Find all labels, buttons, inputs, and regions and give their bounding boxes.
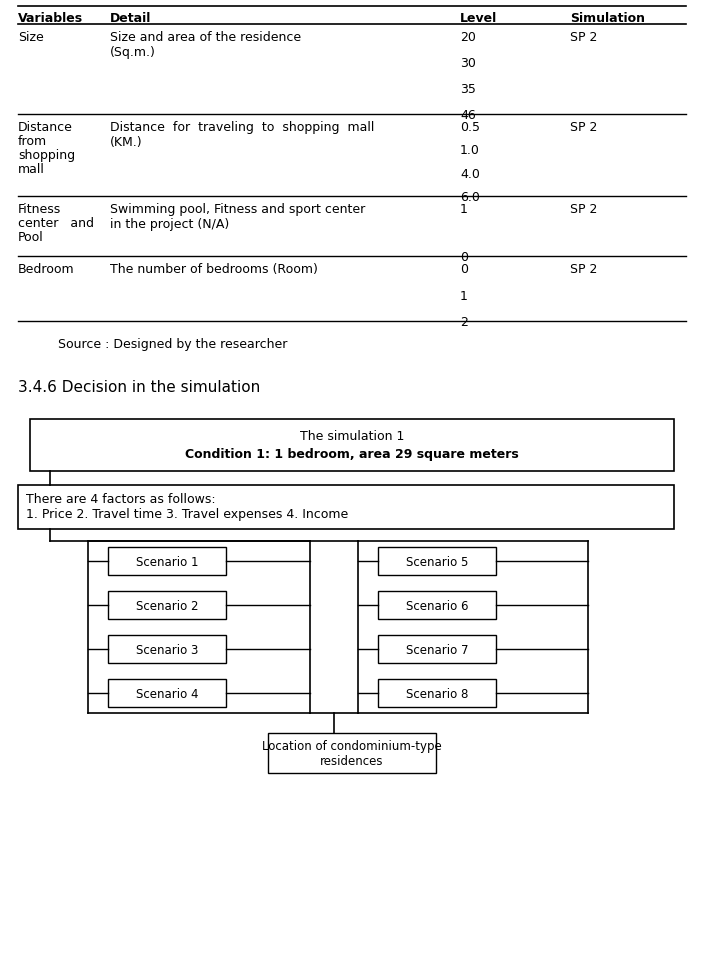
Text: (KM.): (KM.) — [110, 136, 143, 149]
Text: The number of bedrooms (Room): The number of bedrooms (Room) — [110, 262, 318, 276]
Text: 46: 46 — [460, 109, 476, 122]
Text: mall: mall — [18, 162, 45, 176]
Text: Scenario 6: Scenario 6 — [406, 599, 468, 612]
Text: Bedroom: Bedroom — [18, 262, 75, 276]
Text: SP 2: SP 2 — [570, 203, 598, 216]
Text: Size: Size — [18, 31, 44, 44]
Text: 30: 30 — [460, 57, 476, 70]
Text: 0: 0 — [460, 251, 468, 263]
Text: Level: Level — [460, 12, 497, 25]
Text: 1: 1 — [460, 289, 468, 302]
FancyBboxPatch shape — [268, 733, 436, 774]
Text: SP 2: SP 2 — [570, 262, 598, 276]
Text: shopping: shopping — [18, 149, 75, 161]
FancyBboxPatch shape — [108, 548, 226, 576]
Text: Scenario 4: Scenario 4 — [136, 687, 199, 700]
FancyBboxPatch shape — [30, 420, 674, 472]
Text: 4.0: 4.0 — [460, 167, 480, 181]
Text: 35: 35 — [460, 83, 476, 96]
Text: Swimming pool, Fitness and sport center: Swimming pool, Fitness and sport center — [110, 203, 365, 216]
Text: 6.0: 6.0 — [460, 191, 480, 204]
Text: 20: 20 — [460, 31, 476, 44]
Text: 3.4.6 Decision in the simulation: 3.4.6 Decision in the simulation — [18, 380, 260, 395]
FancyBboxPatch shape — [378, 635, 496, 663]
Text: Fitness: Fitness — [18, 203, 61, 216]
Text: 1: 1 — [460, 203, 468, 216]
Text: Location of condominium-type
residences: Location of condominium-type residences — [262, 739, 442, 767]
Text: The simulation 1: The simulation 1 — [300, 430, 404, 442]
Text: Simulation: Simulation — [570, 12, 645, 25]
Text: (Sq.m.): (Sq.m.) — [110, 46, 156, 59]
Text: Source : Designed by the researcher: Source : Designed by the researcher — [58, 337, 287, 351]
Text: from: from — [18, 135, 47, 148]
Text: Scenario 2: Scenario 2 — [136, 599, 199, 612]
Text: Condition 1: 1 bedroom, area 29 square meters: Condition 1: 1 bedroom, area 29 square m… — [185, 448, 519, 460]
Text: Pool: Pool — [18, 231, 44, 244]
Text: Scenario 5: Scenario 5 — [406, 554, 468, 568]
Text: Scenario 3: Scenario 3 — [136, 643, 199, 655]
Text: Detail: Detail — [110, 12, 151, 25]
FancyBboxPatch shape — [18, 485, 674, 530]
Text: Scenario 7: Scenario 7 — [406, 643, 468, 655]
Text: 2: 2 — [460, 315, 468, 329]
Text: Scenario 1: Scenario 1 — [136, 554, 199, 568]
Text: There are 4 factors as follows:: There are 4 factors as follows: — [26, 492, 215, 505]
FancyBboxPatch shape — [108, 679, 226, 707]
Text: SP 2: SP 2 — [570, 31, 598, 44]
FancyBboxPatch shape — [108, 635, 226, 663]
Text: in the project (N/A): in the project (N/A) — [110, 218, 230, 231]
Text: 1.0: 1.0 — [460, 144, 480, 158]
Text: Variables: Variables — [18, 12, 83, 25]
Text: SP 2: SP 2 — [570, 121, 598, 134]
Text: Scenario 8: Scenario 8 — [406, 687, 468, 700]
Text: center   and: center and — [18, 217, 94, 230]
Text: 1. Price 2. Travel time 3. Travel expenses 4. Income: 1. Price 2. Travel time 3. Travel expens… — [26, 507, 348, 521]
FancyBboxPatch shape — [108, 591, 226, 619]
FancyBboxPatch shape — [378, 679, 496, 707]
Text: Size and area of the residence: Size and area of the residence — [110, 31, 301, 44]
Text: Distance: Distance — [18, 121, 73, 134]
Text: Distance  for  traveling  to  shopping  mall: Distance for traveling to shopping mall — [110, 121, 375, 134]
Text: 0.5: 0.5 — [460, 121, 480, 134]
FancyBboxPatch shape — [378, 591, 496, 619]
FancyBboxPatch shape — [378, 548, 496, 576]
Text: 0: 0 — [460, 262, 468, 276]
